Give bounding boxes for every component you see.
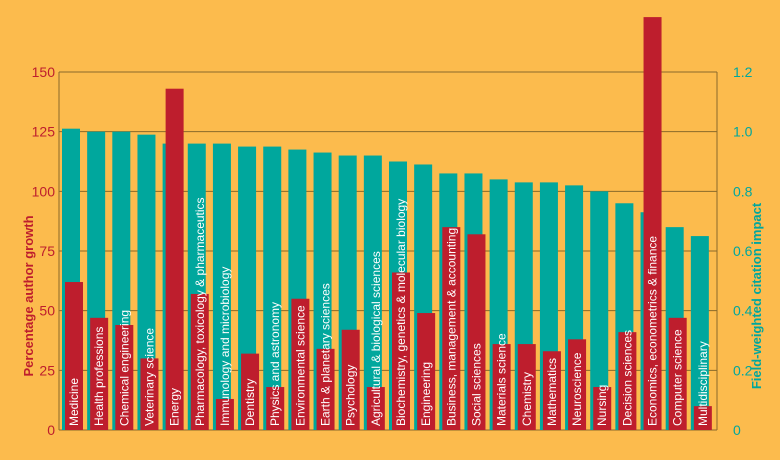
growth-bar: [291, 298, 310, 430]
category-label: Business, management & accounting: [444, 228, 458, 426]
growth-bar: [568, 339, 587, 430]
category-label: Materials science: [495, 333, 509, 426]
category-label: Multidisciplinary: [696, 341, 710, 426]
right-tick-label: 0.2: [733, 362, 753, 378]
category-label: Pharmacology, toxicology & pharmaceutics: [193, 197, 207, 426]
growth-bar: [266, 387, 285, 430]
growth-bar: [140, 358, 159, 430]
growth-bar: [316, 348, 335, 430]
right-tick-label: 1.2: [733, 64, 753, 80]
right-tick-label: 0: [733, 422, 741, 438]
growth-bar: [492, 344, 511, 430]
category-label: Dentistry: [243, 379, 257, 426]
category-label: Energy: [168, 388, 182, 426]
category-label: Decision sciences: [620, 330, 634, 426]
growth-bar: [618, 332, 637, 430]
growth-bar: [241, 353, 260, 430]
category-label: Physics and astronomy: [268, 302, 282, 426]
growth-bar: [366, 387, 385, 430]
left-tick-label: 100: [32, 183, 56, 199]
left-axis-title: Percentage author growth: [21, 215, 36, 376]
category-label: Neuroscience: [570, 352, 584, 426]
category-label: Economics, econometrics & finance: [646, 236, 660, 426]
growth-bar: [115, 324, 134, 430]
category-label: Biochemistry, genetics & molecular biolo…: [394, 199, 408, 426]
growth-bar: [442, 227, 461, 430]
growth-bar: [542, 351, 561, 430]
growth-bar: [693, 406, 712, 430]
fwci-bar: [690, 236, 709, 430]
fwci-bar: [363, 155, 382, 431]
left-tick-label: 50: [39, 303, 55, 319]
growth-bar: [593, 387, 612, 430]
growth-bar: [190, 293, 209, 430]
category-label: Computer science: [671, 329, 685, 426]
fwci-bar: [263, 146, 282, 431]
category-label: Earth & planetary sciences: [319, 283, 333, 426]
growth-bar: [215, 398, 234, 430]
category-label: Chemistry: [520, 372, 534, 426]
right-tick-label: 0.6: [733, 243, 753, 259]
growth-bar: [65, 282, 83, 430]
left-tick-label: 75: [39, 243, 55, 259]
left-tick-label: 125: [32, 124, 56, 140]
category-label: Social sciences: [469, 343, 483, 426]
fwci-bar: [212, 143, 231, 430]
growth-bar: [392, 272, 410, 430]
fwci-bar: [590, 191, 609, 430]
left-tick-label: 25: [39, 362, 55, 378]
growth-bar: [165, 88, 184, 430]
category-label: Chemical engineering: [117, 310, 131, 426]
category-label: Environmental science: [293, 305, 307, 426]
growth-bar: [643, 17, 662, 431]
left-tick-label: 150: [32, 64, 56, 80]
growth-bar: [467, 234, 486, 430]
right-tick-label: 1.0: [733, 124, 753, 140]
growth-bar: [341, 329, 360, 430]
category-label: Immunology and microbiology: [218, 267, 232, 426]
category-label: Medicine: [67, 378, 81, 426]
right-tick-label: 0.4: [733, 303, 753, 319]
category-label: Mathematics: [545, 358, 559, 426]
fwci-bar: [137, 134, 156, 430]
category-label: Psychology: [344, 365, 358, 426]
growth-bar: [417, 313, 436, 430]
growth-bar: [90, 317, 109, 430]
left-tick-label: 0: [47, 422, 55, 438]
category-label: Nursing: [595, 385, 609, 426]
category-label: Agricultural & biological sciences: [369, 251, 383, 426]
category-label: Veterinary science: [142, 328, 156, 426]
right-tick-label: 0.8: [733, 183, 753, 199]
category-label: Health professions: [92, 327, 106, 426]
right-axis-title: Field-weighted citation impact: [749, 202, 764, 389]
growth-bar: [668, 317, 687, 430]
category-label: Engineering: [419, 362, 433, 426]
growth-bar: [517, 344, 536, 430]
